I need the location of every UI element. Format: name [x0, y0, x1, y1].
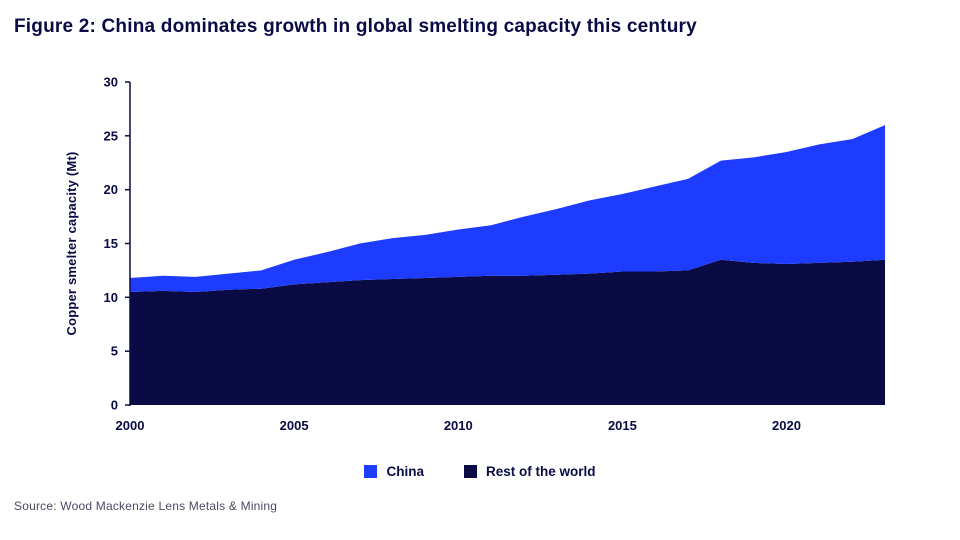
stacked-area-chart: 0 5 10 15 20 25 30 2000 2005 2010 2015 2020 Copper s… [64, 75, 885, 433]
area-rest-of-the-world [130, 259, 885, 405]
y-tick-label: 10 [104, 290, 118, 305]
x-tick-label: 2000 [116, 418, 145, 433]
figure-title: Figure 2: China dominates growth in glob… [14, 16, 697, 37]
source-note: Source: Wood Mackenzie Lens Metals & Min… [14, 499, 278, 513]
y-tick-label: 30 [104, 75, 118, 90]
y-tick-label: 15 [104, 236, 118, 251]
chart-legend: China Rest of the world [0, 464, 960, 479]
y-tick-label: 25 [104, 128, 118, 143]
legend-item-rest-of-world: Rest of the world [464, 464, 596, 479]
y-tick-label: 0 [111, 398, 118, 413]
y-axis-title: Copper smelter capacity (Mt) [64, 151, 79, 335]
x-tick-label: 2005 [280, 418, 309, 433]
area-china [130, 125, 885, 292]
rest-of-world-legend-label: Rest of the world [486, 464, 596, 479]
china-legend-label: China [386, 464, 424, 479]
rest-of-world-legend-swatch [464, 465, 477, 478]
y-tick-label: 20 [104, 182, 118, 197]
x-tick-label: 2020 [772, 418, 801, 433]
x-tick-label: 2010 [444, 418, 473, 433]
y-tick-label: 5 [111, 344, 118, 359]
china-legend-swatch [364, 465, 378, 478]
legend-item-china: China [364, 464, 424, 479]
x-tick-label: 2015 [608, 418, 637, 433]
